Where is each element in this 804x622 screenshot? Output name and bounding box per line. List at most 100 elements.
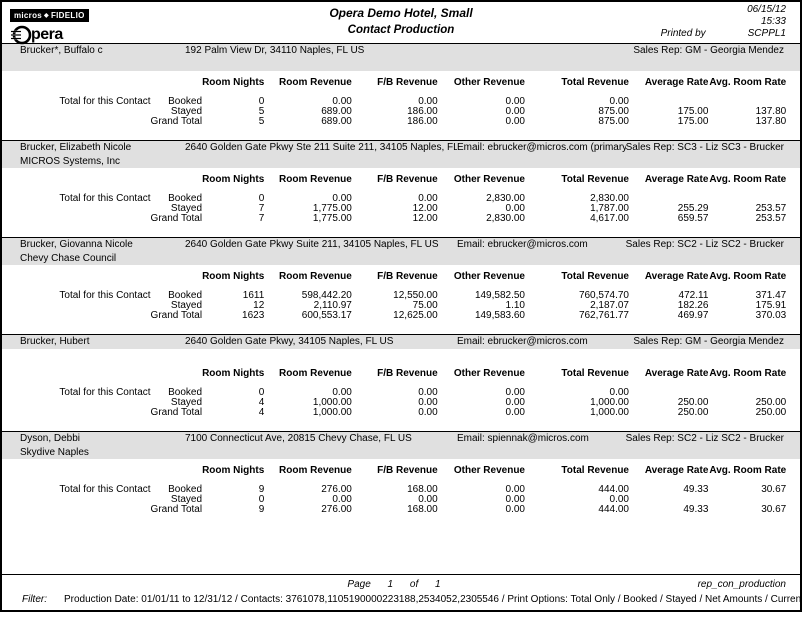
total-revenue-cell: 444.00 [598,484,629,495]
other-revenue-cell: 0.00 [505,407,525,418]
total-revenue-cell: 2,187.07 [590,300,629,311]
contact-band: Brucker*, Buffalo c 192 Palm View Dr, 34… [2,43,800,71]
row-label-header [2,168,151,194]
column-header-avg-room-rate: Avg. Room Rate [709,465,787,476]
row-type: Grand Total [150,310,203,321]
row-type: Booked [168,387,203,398]
column-header-other-revenue: Other Revenue [453,465,525,476]
room-revenue-cell: 598,442.20 [301,290,352,301]
avg-room-rate-cell: 370.03 [755,310,787,321]
room-nights-cell: 0 [258,387,265,398]
contact-section: Brucker*, Buffalo c 192 Palm View Dr, 34… [2,43,800,127]
total-for-contact-label: Total for this Contact [59,96,151,107]
row-type: Booked [168,193,203,204]
other-revenue-cell: 0.00 [505,484,525,495]
production-table: Room Nights Room Revenue F/B Revenue Oth… [2,459,800,515]
production-row: Grand Total 5 689.00 186.00 0.00 875.00 … [2,117,800,127]
column-header-room-revenue: Room Revenue [279,174,352,185]
total-revenue-cell: 875.00 [598,106,629,117]
filter-label: Filter: [22,594,47,605]
total-for-contact-label [2,495,151,505]
total-revenue-cell: 4,617.00 [590,213,629,224]
room-revenue-cell: 0.00 [332,96,352,107]
room-nights-cell: 9 [258,504,265,515]
pad-cell [786,204,800,214]
column-header-average-rate: Average Rate [644,271,709,282]
room-nights-cell: 12 [253,300,265,311]
row-type: Grand Total [150,213,203,224]
total-for-contact-label [2,117,151,127]
contact-email: Email: spiennak@micros.com [457,433,589,444]
contact-name: Dyson, Debbi [20,433,81,444]
contact-band: Brucker, Hubert 2640 Golden Gate Pkwy, 3… [2,334,800,362]
row-type: Stayed [170,106,203,117]
total-revenue-cell: 1,000.00 [590,397,629,408]
room-revenue-cell: 600,553.17 [301,310,352,321]
other-revenue-cell: 0.00 [505,387,525,398]
column-header-row: Room Nights Room Revenue F/B Revenue Oth… [2,168,800,194]
total-for-contact-label [2,301,151,311]
room-revenue-cell: 1,775.00 [312,213,352,224]
average-rate-cell: 49.33 [683,504,709,515]
pad-cell [786,398,800,408]
contact-sales-rep: Sales Rep: GM - Georgia Mendez [633,336,784,347]
production-row: Grand Total 4 1,000.00 0.00 0.00 1,000.0… [2,408,800,418]
contact-sales-rep: Sales Rep: SC2 - Liz SC2 - Brucker [625,239,784,250]
total-revenue-cell: 0.00 [609,96,629,107]
row-type-header [151,459,203,485]
contact-address: 2640 Golden Gate Pkwy Suite 211, 34105 N… [185,239,439,250]
column-header-room-revenue: Room Revenue [279,77,352,88]
pad-cell [786,505,800,515]
contact-band-main-row: Brucker, Elizabeth Nicole 2640 Golden Ga… [2,141,800,155]
other-revenue-cell: 149,583.60 [474,310,525,321]
page-number: 1 [387,579,394,590]
contact-band: Brucker, Giovanna Nicole 2640 Golden Gat… [2,237,800,265]
column-header-row: Room Nights Room Revenue F/B Revenue Oth… [2,459,800,485]
fb-revenue-cell: 168.00 [407,484,438,495]
fb-revenue-cell: 0.00 [418,397,438,408]
room-nights-cell: 7 [258,213,265,224]
page-total: 1 [435,579,441,590]
room-nights-cell: 9 [258,484,265,495]
total-for-contact-label: Total for this Contact [59,193,151,204]
room-revenue-cell: 0.00 [332,387,352,398]
contact-company: MICROS Systems, Inc [20,155,121,167]
column-header-fb-revenue: F/B Revenue [377,465,438,476]
production-row: Total for this Contact Booked 9 276.00 1… [2,485,800,495]
fb-revenue-cell: 75.00 [412,300,438,311]
fb-revenue-cell: 0.00 [418,387,438,398]
diamond-icon: ◆ [44,13,49,19]
fb-revenue-cell: 186.00 [407,106,438,117]
filter-text: Production Date: 01/01/11 to 12/31/12 / … [64,594,802,605]
column-header-room-nights: Room Nights [202,77,265,88]
column-header-avg-room-rate: Avg. Room Rate [709,368,787,379]
column-header-average-rate: Average Rate [644,174,709,185]
column-header-room-nights: Room Nights [202,465,265,476]
contact-band-main-row: Brucker, Hubert 2640 Golden Gate Pkwy, 3… [2,335,800,349]
column-header-row: Room Nights Room Revenue F/B Revenue Oth… [2,71,800,97]
total-for-contact-label [2,398,151,408]
pad-cell [786,311,800,321]
contact-email: Email: ebrucker@micros.com [457,239,588,250]
room-nights-cell: 4 [258,407,265,418]
print-meta: 06/15/12 15:33 Printed by SCPPL1 [661,4,786,40]
total-for-contact-label: Total for this Contact [59,387,151,398]
micros-fidelio-logo: micros ◆ FIDELIO [10,9,89,22]
row-type: Stayed [170,494,203,505]
title-block: Opera Demo Hotel, Small Contact Producti… [2,2,800,36]
contact-band-main-row: Brucker, Giovanna Nicole 2640 Golden Gat… [2,238,800,252]
contact-address: 7100 Connecticut Ave, 20815 Chevy Chase,… [185,433,412,444]
pad-cell [786,485,800,495]
production-table: Room Nights Room Revenue F/B Revenue Oth… [2,71,800,127]
pad-header [786,71,800,97]
contact-sales-rep: Sales Rep: GM - Georgia Mendez [633,45,784,56]
room-revenue-cell: 689.00 [321,106,352,117]
column-header-row: Room Nights Room Revenue F/B Revenue Oth… [2,362,800,388]
contact-section: Brucker, Hubert 2640 Golden Gate Pkwy, 3… [2,334,800,418]
other-revenue-cell: 0.00 [505,504,525,515]
fb-revenue-cell: 168.00 [407,504,438,515]
row-label-header [2,265,151,291]
average-rate-cell: 250.00 [677,407,709,418]
report-footer: Page 1 of 1 rep_con_production Filter: P… [2,574,800,610]
